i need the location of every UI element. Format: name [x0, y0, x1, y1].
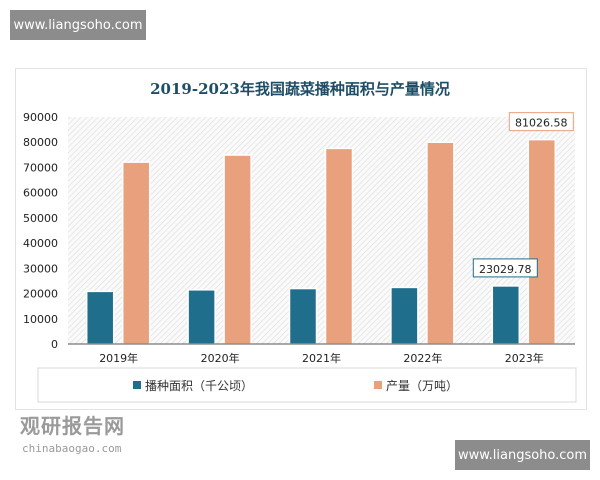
x-tick-label: 2021年: [302, 351, 341, 365]
watermark-bottom: www.liangsoho.com: [455, 440, 590, 470]
brand-logo-cn: 观研报告网: [20, 414, 125, 438]
y-tick-label: 60000: [23, 187, 58, 200]
bar-output: [223, 154, 252, 345]
data-label: 81026.58: [515, 117, 568, 130]
watermark-top: www.liangsoho.com: [10, 10, 146, 40]
bar-output: [121, 161, 151, 345]
x-tick-label: 2022年: [403, 351, 442, 365]
y-tick-label: 0: [51, 338, 58, 351]
bar-area: [187, 289, 216, 345]
y-tick-label: 80000: [23, 136, 58, 149]
y-tick-label: 10000: [23, 313, 58, 326]
legend-swatch-output: [374, 381, 382, 389]
y-tick-label: 20000: [23, 288, 58, 301]
legend-label-output: 产量（万吨）: [386, 379, 458, 393]
y-tick-label: 30000: [23, 262, 58, 275]
chart-title: 2019-2023年我国蔬菜播种面积与产量情况: [150, 80, 450, 98]
y-tick-label: 70000: [23, 161, 58, 174]
x-tick-label: 2020年: [201, 351, 240, 365]
legend-label-area: 播种面积（千公顷）: [145, 379, 253, 393]
data-label-box: [508, 112, 574, 132]
y-tick-label: 50000: [23, 212, 58, 225]
bar-area: [288, 287, 318, 345]
bar-output: [324, 147, 354, 345]
data-label: 23029.78: [479, 263, 532, 276]
bar-area: [390, 286, 419, 345]
x-tick-label: 2023年: [505, 351, 544, 365]
y-tick-label: 90000: [23, 111, 58, 124]
bar-area: [491, 285, 521, 345]
brand-logo-en: chinabaogao.com: [22, 442, 122, 455]
x-tick-label: 2019年: [99, 351, 138, 365]
bar-output: [426, 141, 455, 345]
bar-output: [527, 138, 557, 345]
plot-area: [68, 117, 575, 344]
bar-area: [85, 290, 115, 345]
y-tick-label: 40000: [23, 237, 58, 250]
legend: [37, 367, 577, 403]
data-label-box: [472, 258, 538, 278]
legend-swatch-area: [133, 381, 141, 389]
